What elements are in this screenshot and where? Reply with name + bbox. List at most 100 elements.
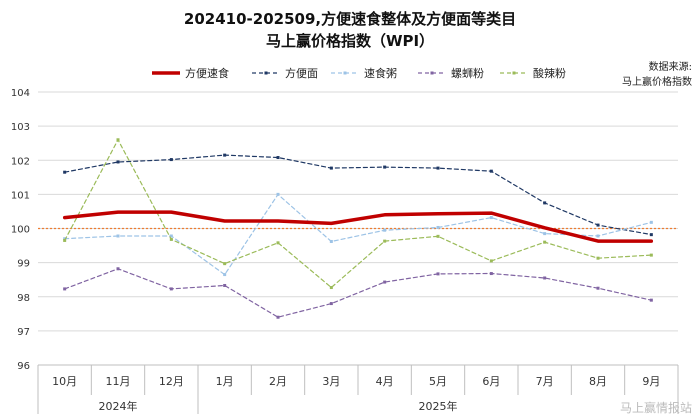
series-酸辣粉 xyxy=(63,138,653,290)
y-axis: 96 97 98 99 100 101 102 103 104 xyxy=(11,88,30,372)
chart-title-line1: 202410-202509,方便速食整体及方便面等类目 xyxy=(183,10,517,28)
data-point xyxy=(116,267,120,271)
legend-label: 速食粥 xyxy=(364,66,397,80)
series-line xyxy=(64,193,652,276)
legend-item: 速食粥 xyxy=(331,66,397,80)
year-group-label: 2024年 xyxy=(99,399,138,413)
chart-title-line2: 马上赢价格指数（WPI） xyxy=(265,32,435,50)
data-point xyxy=(489,259,493,263)
data-point xyxy=(543,201,547,205)
data-point xyxy=(649,233,653,237)
data-point xyxy=(63,237,67,241)
data-point xyxy=(169,287,173,291)
legend-item: 螺蛳粉 xyxy=(418,67,484,80)
legend-label: 螺蛳粉 xyxy=(451,67,484,80)
x-tick-label: 5月 xyxy=(429,375,447,388)
data-point xyxy=(276,315,280,319)
data-point xyxy=(116,138,120,142)
data-point xyxy=(63,238,67,242)
x-tick-label: 2月 xyxy=(269,375,287,388)
data-point xyxy=(116,160,120,164)
x-tick-label: 10月 xyxy=(52,375,77,388)
data-point xyxy=(489,169,493,173)
legend-marker xyxy=(264,71,268,75)
data-point xyxy=(276,156,280,160)
data-point xyxy=(436,166,440,170)
data-point xyxy=(596,223,600,227)
data-point xyxy=(63,287,67,291)
data-point xyxy=(169,158,173,162)
data-point xyxy=(383,239,387,243)
legend-label: 方便面 xyxy=(285,66,318,80)
data-point xyxy=(649,253,653,257)
data-point xyxy=(116,234,120,238)
y-tick-label: 98 xyxy=(17,293,30,304)
y-tick-label: 103 xyxy=(11,122,30,133)
data-point xyxy=(489,272,493,276)
data-point xyxy=(169,234,173,238)
data-point xyxy=(329,166,333,170)
x-tick-label: 8月 xyxy=(589,375,607,388)
x-axis: 10月 11月 12月 1月 2月 3月 4月 5月 6月 7月 8月 9月 2024年 2025年 xyxy=(37,364,679,414)
data-point xyxy=(543,232,547,236)
legend-item: 方便速食 xyxy=(152,66,229,80)
data-point xyxy=(329,239,333,243)
legend: 方便速食 方便面 速食粥 螺蛳粉 酸辣粉 xyxy=(152,66,566,80)
data-point xyxy=(649,298,653,302)
series-line xyxy=(64,154,652,236)
series-line xyxy=(64,268,652,318)
data-point xyxy=(436,225,440,229)
data-point xyxy=(543,276,547,280)
x-tick-label: 1月 xyxy=(216,375,234,388)
source-note: 数据来源: 马上赢价格指数 xyxy=(622,60,692,90)
data-point xyxy=(223,283,227,287)
legend-marker xyxy=(512,71,516,75)
data-point xyxy=(383,280,387,284)
x-tick-label: 3月 xyxy=(322,375,340,388)
legend-item: 酸辣粉 xyxy=(500,66,566,80)
legend-label: 酸辣粉 xyxy=(533,66,566,80)
data-point xyxy=(596,256,600,260)
legend-label: 方便速食 xyxy=(185,66,229,80)
data-point xyxy=(223,153,227,157)
x-tick-label: 7月 xyxy=(536,375,554,388)
legend-item: 方便面 xyxy=(252,66,318,80)
x-tick-label: 4月 xyxy=(376,375,394,388)
year-group-label: 2025年 xyxy=(419,399,458,413)
x-tick-label: 12月 xyxy=(159,375,184,388)
data-point xyxy=(489,216,493,220)
data-point xyxy=(436,234,440,238)
data-point xyxy=(436,272,440,276)
legend-marker xyxy=(343,71,347,75)
data-point xyxy=(383,165,387,169)
series-lines xyxy=(62,138,654,319)
data-point xyxy=(383,228,387,232)
series-line xyxy=(62,210,654,243)
y-tick-label: 102 xyxy=(11,156,30,167)
y-tick-label: 97 xyxy=(17,327,30,338)
series-速食粥 xyxy=(63,192,653,277)
y-tick-label: 99 xyxy=(17,259,30,270)
y-tick-label: 104 xyxy=(11,88,30,99)
source-label: 数据来源: xyxy=(648,62,692,73)
series-方便速食 xyxy=(62,210,654,243)
data-point xyxy=(63,170,67,174)
data-point xyxy=(329,302,333,306)
data-point xyxy=(223,262,227,266)
watermark: 马上赢情报站 xyxy=(619,401,692,415)
data-point xyxy=(169,237,173,241)
data-point xyxy=(276,192,280,196)
source-name: 马上赢价格指数 xyxy=(622,77,692,88)
y-tick-label: 101 xyxy=(11,190,30,201)
data-point xyxy=(543,240,547,244)
legend-marker xyxy=(430,71,434,75)
series-方便面 xyxy=(63,153,653,237)
data-point xyxy=(223,273,227,277)
data-point xyxy=(596,234,600,238)
data-point xyxy=(596,286,600,290)
series-line xyxy=(64,139,652,289)
x-tick-label: 6月 xyxy=(482,375,500,388)
x-tick-label: 11月 xyxy=(106,375,131,388)
data-point xyxy=(649,220,653,224)
